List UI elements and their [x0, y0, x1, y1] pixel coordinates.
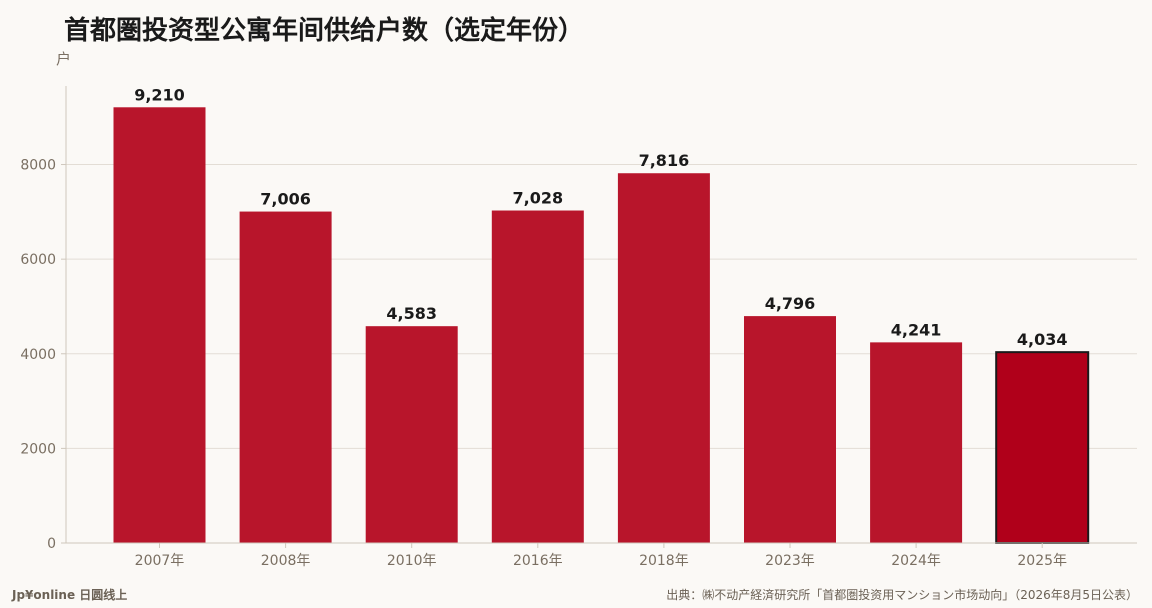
chart-title: 首都圏投资型公寓年间供给户数（选定年份）	[64, 16, 585, 46]
bar-2024年	[870, 342, 963, 543]
data-label-2007年: 9,210	[134, 85, 185, 104]
y-axis-unit-label: 户	[56, 50, 72, 68]
data-label-2018年: 7,816	[639, 151, 690, 170]
bar-2016年	[491, 210, 584, 544]
x-tick-label: 2010年	[387, 553, 437, 569]
y-tick-label: 8000	[20, 158, 56, 174]
data-label-2016年: 7,028	[512, 189, 563, 208]
axes	[61, 86, 1137, 548]
brand-footer: Jp¥online 日圆线上	[12, 588, 128, 602]
data-label-2024年: 4,241	[891, 320, 942, 339]
y-tick-label: 6000	[20, 252, 56, 268]
bar-2010年	[365, 326, 458, 543]
y-tick-label: 0	[47, 536, 56, 552]
bar-2008年	[239, 211, 332, 543]
x-tick-label: 2016年	[513, 553, 563, 569]
source-note: 出典：㈱不动产経済研究所「首都圏投资用マンション市场动向」（2026年8月5日公…	[666, 588, 1138, 602]
data-label-2025年: 4,034	[1017, 330, 1068, 349]
y-tick-label: 4000	[20, 347, 56, 363]
x-tick-label: 2023年	[765, 553, 815, 569]
bar-2023年	[744, 316, 836, 543]
x-tick-label: 2025年	[1017, 553, 1067, 569]
x-tick-label: 2018年	[639, 553, 689, 569]
gridlines	[66, 164, 1137, 449]
labels: 0 2000 4000 6000 8000 9,210 2007年 7,006 2008年 4,5…	[20, 85, 1067, 569]
bar-2018年	[617, 173, 710, 543]
data-label-2010年: 4,583	[386, 304, 437, 323]
bars	[113, 107, 1090, 544]
bar-2007年	[113, 107, 206, 543]
bar-2025年	[995, 351, 1090, 544]
x-tick-label: 2008年	[261, 553, 311, 569]
data-label-2008年: 7,006	[260, 190, 311, 209]
y-tick-label: 2000	[20, 441, 56, 457]
x-tick-label: 2024年	[891, 553, 941, 569]
x-tick-label: 2007年	[135, 553, 185, 569]
data-label-2023年: 4,796	[765, 294, 816, 313]
